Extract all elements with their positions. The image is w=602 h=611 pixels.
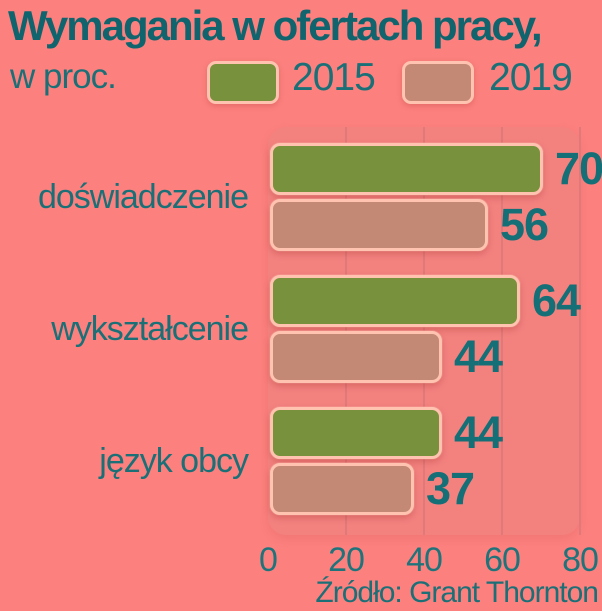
value-label: 56 xyxy=(500,199,549,250)
bar-2015-wykształcenie xyxy=(270,275,520,327)
chart-subtitle: w proc. xyxy=(10,57,117,96)
x-tick-label: 20 xyxy=(328,541,365,579)
value-label: 64 xyxy=(532,275,581,326)
bar-2015-język-obcy xyxy=(270,407,442,459)
chart-title: Wymagania w ofertach pracy, xyxy=(8,2,543,49)
value-label: 44 xyxy=(454,407,503,458)
gridline xyxy=(501,127,503,535)
x-tick-label: 60 xyxy=(484,541,521,579)
bar-2019-język-obcy xyxy=(270,463,414,515)
category-label: język obcy xyxy=(99,442,249,480)
category-label: doświadczenie xyxy=(37,178,249,216)
bar-2015-doświadczenie xyxy=(270,143,543,195)
x-tick-label: 40 xyxy=(406,541,443,579)
value-label: 44 xyxy=(454,331,503,382)
legend-swatch-2019 xyxy=(402,61,474,104)
legend-label-2015: 2015 xyxy=(292,56,376,99)
bar-2019-doświadczenie xyxy=(270,199,488,251)
x-tick-label: 0 xyxy=(259,541,278,579)
value-label: 37 xyxy=(426,463,475,514)
legend-label-2019: 2019 xyxy=(489,56,573,99)
x-tick-label: 80 xyxy=(562,541,599,579)
bar-2019-wykształcenie xyxy=(270,331,442,383)
source-credit: Źródło: Grant Thornton xyxy=(315,576,599,609)
gridline xyxy=(579,127,581,535)
category-label: wykształcenie xyxy=(51,310,249,348)
value-label: 70 xyxy=(555,143,602,194)
legend-swatch-2015 xyxy=(207,61,279,104)
